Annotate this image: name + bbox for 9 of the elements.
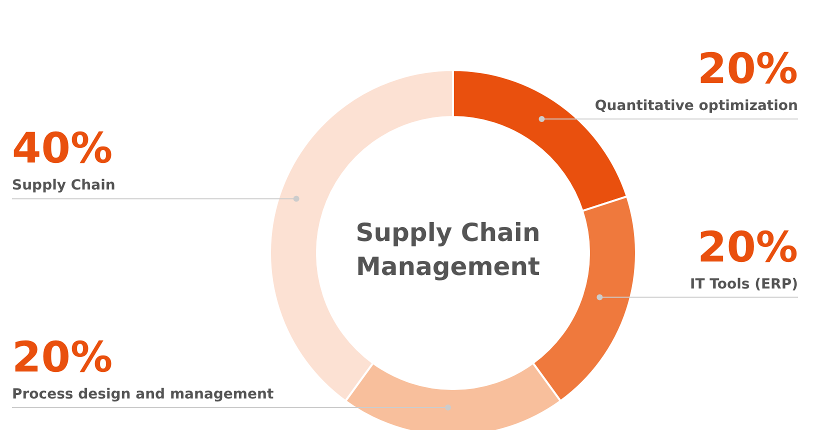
data-label: 20% [12, 332, 113, 382]
data-label: 20% [697, 44, 798, 93]
slice-label: Supply Chain [12, 178, 116, 194]
text: Supply Chain Management [354, 217, 542, 283]
slice-label: IT Tools (ERP) [690, 276, 798, 292]
slice-label: Quantitative optimization [594, 98, 798, 114]
data-label: 40% [12, 124, 113, 173]
data-label: 20% [697, 222, 798, 272]
slice-label: Process design and management [12, 386, 274, 402]
